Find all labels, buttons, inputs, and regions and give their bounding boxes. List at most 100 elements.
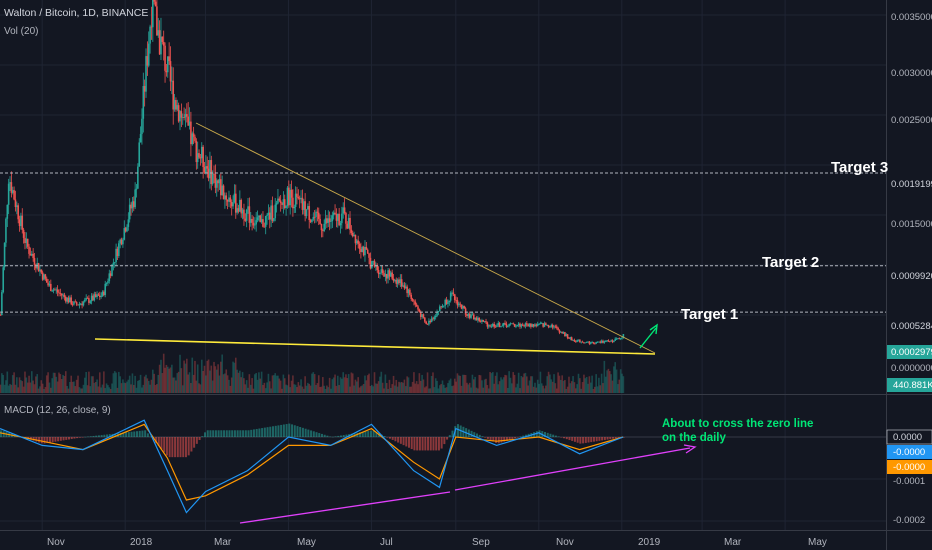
volume-bar [251, 378, 253, 393]
candle-up [603, 341, 606, 343]
candle-down [557, 327, 559, 331]
volume-bar [523, 373, 525, 393]
volume-bar [425, 386, 427, 393]
macd-histogram-bar [516, 437, 519, 438]
candle-up [477, 317, 479, 321]
volume-bar [93, 382, 96, 393]
candle-up [205, 166, 207, 173]
candle-up [399, 279, 402, 284]
volume-bar [566, 386, 569, 393]
candle-up [500, 326, 502, 328]
volume-bar [161, 373, 164, 393]
candle-down [519, 323, 521, 327]
candle-down [381, 269, 384, 273]
candle-down [288, 187, 290, 206]
volume-bar [322, 377, 324, 393]
volume-bar [617, 384, 619, 393]
price-axis[interactable]: 0.0035000 0.0030000 0.0025000 0.0015000 … [887, 12, 932, 392]
volume-bar [475, 387, 478, 393]
candle-down [116, 248, 119, 257]
volume-bar [26, 382, 29, 393]
candle-down [338, 213, 340, 226]
macd-histogram-bar [394, 437, 397, 442]
volume-bar [45, 375, 48, 393]
volume-bar [130, 384, 132, 393]
candle-down [368, 253, 370, 258]
volume-bar [107, 385, 109, 393]
macd-histogram-bar [65, 437, 68, 440]
time-axis[interactable]: Nov 2018 Mar May Jul Sep Nov 2019 Mar Ma… [47, 537, 827, 548]
candle-down [599, 341, 602, 343]
volume-bar [572, 376, 574, 393]
macd-histogram-bar [484, 437, 487, 438]
volume-bar [354, 379, 357, 393]
volume-bar [126, 381, 128, 393]
macd-zero-tag-bg [886, 429, 932, 445]
candle-down [33, 258, 36, 265]
volume-bar [452, 385, 455, 393]
macd-histogram-bar [296, 426, 299, 437]
candle-down [304, 201, 306, 217]
volume-bar [460, 385, 463, 393]
volume-bar [181, 385, 184, 393]
candle-down [573, 340, 576, 342]
macd-histogram-bar [146, 433, 149, 437]
macd-axis[interactable]: 0.0000 -0.0000 -0.0000 -0.0001 -0.0002 [886, 429, 932, 526]
symbol-title: Walton / Bitcoin, 1D, BINANCE [4, 7, 148, 19]
macd-histogram-bar [255, 428, 258, 437]
macd-histogram-bar [163, 437, 166, 453]
volume-bar [369, 385, 372, 393]
volume-bar [343, 377, 346, 393]
volume-bar [497, 384, 500, 393]
candle-up [300, 197, 302, 200]
macd-histogram-bar [590, 437, 593, 443]
macd-histogram-bar [549, 433, 552, 437]
volume-bar [619, 369, 622, 393]
volume-bar [52, 372, 55, 393]
volume-bar [598, 377, 600, 393]
candle-up [394, 279, 396, 281]
candle-down [328, 218, 331, 222]
candle-up [538, 323, 540, 325]
candle-down [422, 314, 425, 318]
volume-bar [622, 376, 625, 393]
volume-bar [18, 377, 21, 393]
volume-bar [424, 387, 426, 393]
volume-bar [37, 388, 40, 393]
candle-down [607, 340, 610, 342]
volume-bar [169, 367, 172, 393]
candle-up [6, 204, 9, 219]
volume-bar [85, 371, 87, 393]
volume-bar [101, 384, 104, 393]
volume-bar [273, 375, 275, 393]
volume-bar [326, 385, 328, 393]
candle-up [196, 153, 199, 163]
volume-bar [574, 388, 577, 393]
candle-down [120, 239, 123, 245]
candle-up [62, 294, 64, 296]
candle-up [617, 338, 619, 339]
macd-histogram-bar [247, 430, 250, 437]
candle-down [194, 136, 196, 141]
candle-down [206, 166, 209, 169]
candle-up [315, 211, 317, 218]
candle-down [468, 313, 471, 318]
candle-up [387, 270, 389, 279]
volume-bar [365, 380, 368, 393]
volume-bar [56, 381, 59, 393]
candle-up [546, 325, 549, 326]
macd-tick: -0.0001 [893, 476, 925, 487]
candle-up [307, 206, 309, 210]
candle-down [109, 273, 112, 276]
candle-up [524, 323, 527, 327]
macd-histogram-bar [310, 430, 313, 437]
volume-bar [527, 385, 529, 393]
candle-down [158, 30, 161, 55]
candle-up [509, 323, 512, 325]
macd-histogram-bar [345, 434, 348, 437]
volume-bar [392, 375, 395, 393]
candle-down [592, 342, 595, 344]
volume-bar [44, 387, 47, 393]
macd-histogram-bar [228, 430, 231, 437]
